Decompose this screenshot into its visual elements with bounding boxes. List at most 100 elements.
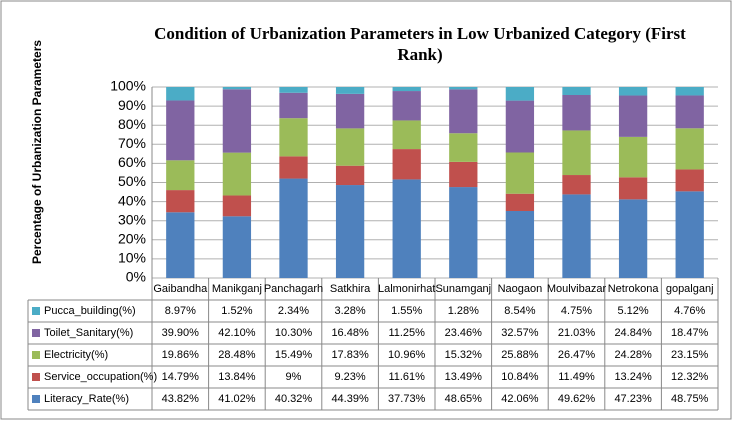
data-label: 28.48% [218, 349, 256, 361]
bar-segment [279, 87, 308, 93]
y-tick-label: 50% [118, 173, 146, 189]
chart-title: Condition of Urbanization Parameters in … [154, 24, 686, 64]
bar-segment [505, 210, 535, 278]
bar-segment [505, 87, 535, 101]
data-label: 8.54% [504, 305, 535, 317]
legend-label: Electricity(%) [44, 349, 108, 361]
data-label: 49.62% [558, 393, 596, 405]
bar-segment [562, 194, 591, 278]
bar-segment [618, 199, 648, 278]
bar-segment [166, 100, 195, 161]
data-label: 17.83% [331, 349, 369, 361]
x-tick-label: Netrokona [608, 283, 660, 295]
bar-segment [618, 136, 648, 178]
data-label: 2.34% [278, 305, 309, 317]
legend-swatch [32, 395, 40, 403]
legend-label: Literacy_Rate(%) [44, 393, 129, 405]
data-label: 10.30% [275, 327, 313, 339]
data-label: 37.73% [388, 393, 426, 405]
y-tick-label: 20% [118, 231, 146, 247]
x-tick-label: Panchagarh [264, 283, 323, 295]
bar-segment [449, 87, 478, 90]
bar-segment [675, 191, 704, 278]
x-tick-label: gopalganj [666, 283, 714, 295]
data-label: 16.48% [331, 327, 369, 339]
data-label: 11.25% [388, 327, 425, 339]
data-label: 43.82% [162, 393, 200, 405]
data-label: 13.49% [445, 371, 483, 383]
bar-segment [222, 216, 252, 278]
bar-segment [335, 128, 365, 166]
bar-segment [222, 89, 252, 153]
bar-segment [562, 175, 591, 195]
y-tick-label: 100% [110, 78, 146, 94]
y-tick-label: 40% [118, 192, 146, 208]
bar-segment [392, 91, 421, 121]
bar-segment [618, 177, 648, 200]
y-tick-label: 10% [118, 250, 146, 266]
data-label: 15.49% [275, 349, 313, 361]
data-label: 15.32% [445, 349, 483, 361]
data-label: 13.24% [614, 371, 652, 383]
bar-segment [562, 130, 591, 176]
data-label: 12.32% [671, 371, 709, 383]
bar-segment [392, 87, 421, 92]
legend-swatch [32, 351, 40, 359]
x-tick-label: Gaibandha [153, 283, 208, 295]
data-label: 10.84% [501, 371, 539, 383]
legend-swatch [32, 329, 40, 337]
data-label: 42.06% [501, 393, 539, 405]
bar-segment [222, 195, 252, 217]
bar-segment [166, 190, 195, 213]
data-label: 4.76% [674, 305, 705, 317]
bar-segment [279, 178, 308, 278]
data-label: 41.02% [218, 393, 256, 405]
data-label: 26.47% [558, 349, 596, 361]
bar-segment [562, 95, 591, 131]
bar-segment [166, 160, 195, 191]
bar-segment [505, 193, 535, 211]
data-label: 10.96% [388, 349, 426, 361]
x-tick-label: Naogaon [498, 283, 543, 295]
data-label: 11.49% [558, 371, 595, 383]
y-axis-title: Percentage of Urbanization Parameters [30, 40, 44, 264]
bar-segment [335, 87, 365, 94]
data-label: 40.32% [275, 393, 313, 405]
data-label: 23.46% [445, 327, 483, 339]
data-label: 9% [286, 371, 302, 383]
data-label: 14.79% [162, 371, 200, 383]
bar-segment [505, 152, 535, 194]
legend-label: Toilet_Sanitary(%) [44, 327, 133, 339]
data-label: 4.75% [561, 305, 592, 317]
y-tick-label: 0% [126, 269, 146, 285]
data-label: 44.39% [331, 393, 369, 405]
bar-segment [166, 212, 195, 278]
y-tick-label: 80% [118, 116, 146, 132]
y-tick-label: 60% [118, 154, 146, 170]
x-tick-label: Sunamganj [435, 283, 491, 295]
data-label: 24.84% [614, 327, 652, 339]
legend-swatch [32, 373, 40, 381]
data-label: 13.84% [218, 371, 256, 383]
data-label: 11.61% [388, 371, 425, 383]
legend-label: Pucca_building(%) [44, 305, 136, 317]
data-label: 3.28% [334, 305, 365, 317]
bar-segment [222, 87, 252, 90]
y-tick-label: 70% [118, 135, 146, 151]
bar-segment [335, 165, 365, 186]
data-label: 32.57% [501, 327, 539, 339]
data-label: 9.23% [334, 371, 365, 383]
data-label: 25.88% [501, 349, 539, 361]
data-label: 42.10% [218, 327, 256, 339]
y-tick-label: 30% [118, 211, 146, 227]
bar-segment [392, 149, 421, 180]
bar-segment [166, 87, 195, 101]
data-label: 48.65% [445, 393, 483, 405]
x-tick-label: Satkhira [330, 283, 371, 295]
x-tick-label: Lalmonirhat [378, 283, 435, 295]
bar-segment [335, 185, 365, 278]
bar-segment [675, 128, 704, 170]
data-label: 18.47% [671, 327, 709, 339]
